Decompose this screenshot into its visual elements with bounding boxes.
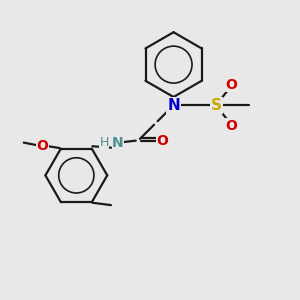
Text: N: N (167, 98, 180, 113)
Text: S: S (211, 98, 222, 113)
Text: O: O (226, 119, 238, 133)
Text: O: O (156, 134, 168, 148)
Text: H: H (99, 136, 109, 149)
Text: O: O (37, 139, 49, 153)
Text: N: N (112, 136, 124, 150)
Text: O: O (226, 78, 238, 92)
